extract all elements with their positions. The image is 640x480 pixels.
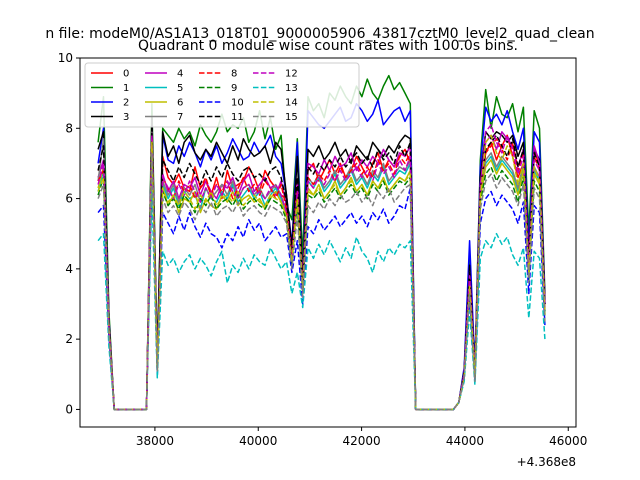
- y-tick-label: 8: [65, 121, 73, 135]
- series-line-10: [97, 173, 546, 411]
- x-tick-label: 40000: [239, 434, 277, 448]
- legend-label-4: 4: [177, 69, 183, 80]
- legend-label-14: 14: [285, 98, 298, 109]
- legend-label-7: 7: [177, 112, 183, 123]
- legend-label-10: 10: [231, 98, 244, 109]
- legend-label-8: 8: [231, 69, 237, 80]
- legend-label-3: 3: [123, 112, 129, 123]
- legend-label-6: 6: [177, 98, 183, 109]
- series-line-13: [97, 190, 546, 411]
- legend-label-12: 12: [285, 69, 298, 80]
- chart-title: Quadrant 0 module wise count rates with …: [138, 38, 518, 54]
- y-tick-label: 10: [58, 51, 73, 65]
- series-line-15: [97, 152, 546, 411]
- legend-label-11: 11: [231, 112, 244, 123]
- y-tick-label: 6: [65, 192, 73, 206]
- x-tick-label: 42000: [342, 434, 380, 448]
- legend-label-9: 9: [231, 83, 237, 94]
- legend-label-5: 5: [177, 83, 183, 94]
- y-tick-label: 0: [65, 402, 73, 416]
- x-tick-label: 38000: [136, 434, 174, 448]
- legend-label-13: 13: [285, 83, 298, 94]
- x-offset-label: +4.368e8: [517, 455, 576, 469]
- series-line-14: [97, 134, 546, 411]
- y-tick-label: 4: [65, 262, 73, 276]
- x-tick-label: 44000: [446, 434, 484, 448]
- legend-label-15: 15: [285, 112, 298, 123]
- legend-label-1: 1: [123, 83, 129, 94]
- legend-label-2: 2: [123, 98, 129, 109]
- legend-box: [84, 62, 360, 128]
- figure-suptitle: n file: modeM0/AS1A13_018T01_9000005906_…: [45, 26, 594, 42]
- x-tick-label: 46000: [549, 434, 587, 448]
- y-tick-label: 2: [65, 332, 73, 346]
- legend-label-0: 0: [123, 69, 129, 80]
- plot-area: [97, 74, 546, 411]
- plot-frame: [79, 57, 577, 428]
